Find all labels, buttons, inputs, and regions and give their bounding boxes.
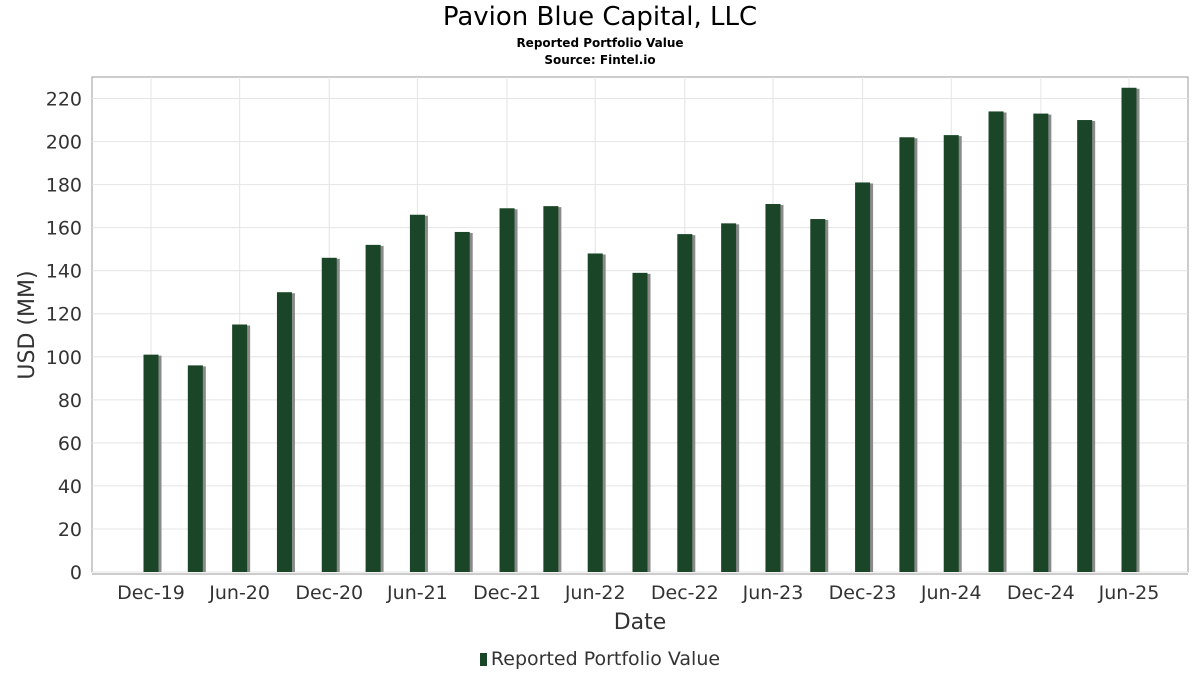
- chart-title: Pavion Blue Capital, LLC: [442, 2, 758, 32]
- bar: [632, 272, 648, 572]
- bar: [143, 354, 159, 572]
- x-tick-label: Dec-19: [117, 582, 185, 604]
- chart-subtitle: Reported Portfolio Value: [516, 36, 684, 50]
- bar: [1121, 87, 1137, 573]
- y-tick-label: 60: [58, 433, 82, 455]
- legend-label: Reported Portfolio Value: [490, 648, 721, 670]
- bar: [855, 182, 871, 572]
- bar: [677, 234, 693, 572]
- x-tick-label: Jun-23: [742, 582, 804, 604]
- y-tick-label: 100: [46, 347, 82, 369]
- y-axis-title: USD (MM): [15, 270, 40, 379]
- bar: [187, 365, 203, 572]
- bar: [1077, 120, 1093, 572]
- y-tick-label: 180: [46, 175, 82, 197]
- bar: [321, 257, 337, 572]
- bar: [1033, 113, 1049, 572]
- x-tick-label: Jun-22: [564, 582, 626, 604]
- chart-source: Source: Fintel.io: [544, 53, 656, 67]
- y-tick-label: 160: [46, 218, 82, 240]
- y-tick-label: 200: [46, 132, 82, 154]
- y-tick-label: 0: [70, 562, 82, 584]
- x-tick-label: Dec-24: [1007, 582, 1075, 604]
- bar: [943, 135, 959, 572]
- y-tick-label: 20: [58, 519, 82, 541]
- y-tick-label: 140: [46, 261, 82, 283]
- x-tick-label: Dec-20: [295, 582, 363, 604]
- bar: [454, 231, 470, 572]
- bar: [365, 244, 381, 572]
- bar: [543, 206, 559, 572]
- bar: [988, 111, 1004, 572]
- x-tick-label: Dec-21: [473, 582, 541, 604]
- bar: [721, 223, 737, 572]
- bar: [587, 253, 603, 572]
- x-tick-label: Jun-25: [1098, 582, 1160, 604]
- y-tick-label: 220: [46, 89, 82, 111]
- y-tick-label: 120: [46, 304, 82, 326]
- x-axis-title: Date: [614, 610, 667, 635]
- y-tick-label: 80: [58, 390, 82, 412]
- x-tick-label: Dec-22: [651, 582, 719, 604]
- bar: [765, 203, 781, 572]
- legend-swatch: [479, 653, 487, 666]
- bar: [499, 208, 515, 573]
- x-tick-label: Jun-21: [386, 582, 448, 604]
- x-tick-label: Jun-24: [920, 582, 982, 604]
- x-tick-label: Jun-20: [208, 582, 270, 604]
- bar: [276, 292, 292, 572]
- bar: [409, 214, 425, 572]
- bar: [232, 324, 248, 572]
- legend: Reported Portfolio Value: [0, 648, 1200, 670]
- y-tick-label: 40: [58, 476, 82, 498]
- bar: [810, 219, 826, 573]
- bar: [899, 137, 915, 572]
- x-tick-label: Dec-23: [829, 582, 897, 604]
